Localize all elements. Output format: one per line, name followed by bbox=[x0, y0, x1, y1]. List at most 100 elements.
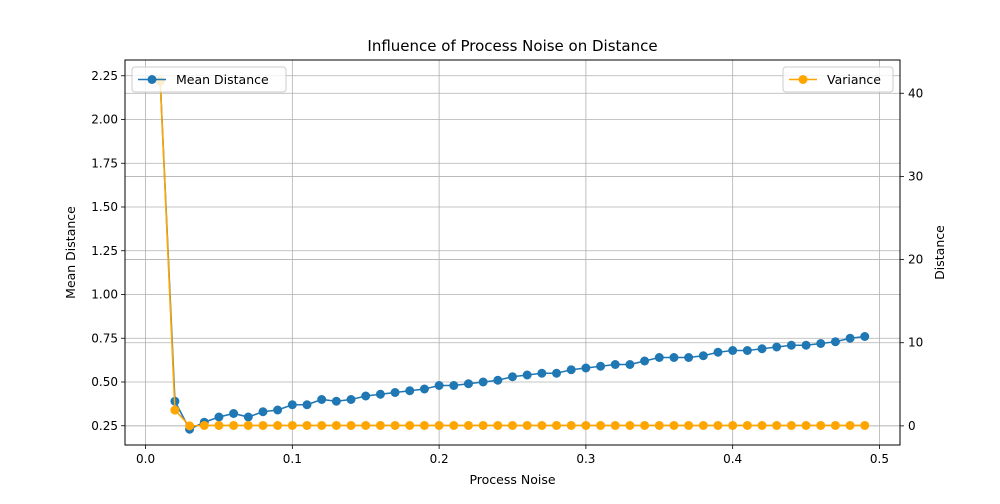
variance-point bbox=[860, 420, 870, 430]
variance-point bbox=[610, 420, 620, 430]
mean-distance-point bbox=[317, 395, 327, 404]
variance-point bbox=[537, 420, 547, 430]
variance-point bbox=[185, 421, 195, 431]
variance-point bbox=[199, 420, 209, 430]
x-tick-label: 0.5 bbox=[870, 452, 889, 466]
variance-point bbox=[405, 420, 415, 430]
variance-point bbox=[463, 420, 473, 430]
variance-point bbox=[287, 420, 297, 430]
variance-point bbox=[243, 420, 253, 430]
mean-distance-point bbox=[566, 365, 576, 375]
variance-point bbox=[698, 420, 708, 430]
legend-marker-variance bbox=[798, 75, 808, 84]
mean-distance-point bbox=[302, 400, 312, 410]
mean-distance-point bbox=[786, 340, 796, 350]
variance-point bbox=[522, 420, 532, 430]
mean-distance-point bbox=[405, 386, 415, 396]
variance-point bbox=[229, 420, 239, 430]
variance-point bbox=[801, 420, 811, 430]
variance-point bbox=[317, 420, 327, 430]
variance-point bbox=[478, 420, 488, 430]
mean-distance-point bbox=[537, 368, 547, 378]
variance-point bbox=[566, 420, 576, 430]
chart-title: Influence of Process Noise on Distance bbox=[367, 37, 657, 55]
variance-point bbox=[273, 420, 283, 430]
mean-distance-point bbox=[449, 381, 459, 390]
y-left-tick-label: 2.25 bbox=[91, 69, 118, 83]
legend-marker-mean-distance bbox=[147, 75, 157, 84]
mean-distance-point bbox=[610, 360, 620, 369]
mean-distance-point bbox=[463, 379, 473, 389]
variance-point bbox=[845, 420, 855, 430]
mean-distance-point bbox=[273, 405, 283, 415]
mean-distance-point bbox=[375, 389, 385, 399]
mean-distance-point bbox=[713, 347, 723, 357]
variance-point bbox=[170, 405, 180, 415]
y-left-tick-label: 1.00 bbox=[91, 288, 118, 302]
y-left-tick-label: 1.50 bbox=[91, 200, 118, 214]
series-layer bbox=[155, 76, 870, 434]
variance-point bbox=[640, 420, 650, 430]
y-right-tick-label: 40 bbox=[908, 86, 923, 100]
mean-distance-point bbox=[346, 395, 356, 404]
mean-distance-point bbox=[419, 384, 429, 394]
legend-label-variance: Variance bbox=[827, 72, 881, 87]
mean-distance-point bbox=[669, 353, 679, 362]
variance-point bbox=[816, 420, 826, 430]
variance-point bbox=[669, 420, 679, 430]
y-right-tick-label: 30 bbox=[908, 169, 923, 183]
mean-distance-point bbox=[801, 340, 811, 350]
x-tick-label: 0.3 bbox=[576, 452, 595, 466]
mean-distance-point bbox=[640, 356, 650, 366]
grid-lines bbox=[125, 60, 900, 445]
mean-distance-point bbox=[698, 351, 708, 361]
variance-point bbox=[830, 420, 840, 430]
mean-distance-point bbox=[229, 409, 239, 418]
x-axis-label: Process Noise bbox=[469, 472, 555, 487]
mean-distance-point bbox=[434, 381, 444, 390]
mean-distance-point bbox=[757, 344, 767, 354]
legend-label-mean-distance: Mean Distance bbox=[176, 72, 269, 87]
variance-point bbox=[493, 420, 503, 430]
mean-distance-point bbox=[522, 370, 532, 380]
variance-point bbox=[361, 420, 371, 430]
variance-point bbox=[375, 420, 385, 430]
y-axis-right-label: Distance bbox=[932, 225, 947, 280]
variance-point bbox=[508, 420, 517, 430]
mean-distance-point bbox=[684, 353, 694, 362]
variance-point bbox=[331, 420, 341, 430]
mean-distance-point bbox=[581, 363, 591, 373]
variance-point bbox=[581, 420, 591, 430]
y-left-tick-label: 0.25 bbox=[91, 419, 118, 433]
mean-distance-point bbox=[728, 346, 738, 355]
y-right-tick-label: 20 bbox=[908, 253, 923, 267]
y-left-tick-label: 0.50 bbox=[91, 375, 118, 389]
legend-box bbox=[131, 66, 287, 93]
y-axis-left-label: Mean Distance bbox=[63, 206, 78, 299]
mean-distance-point bbox=[287, 400, 297, 410]
mean-distance-point bbox=[478, 377, 488, 387]
y-right-tick-label: 10 bbox=[908, 336, 923, 350]
legend-mean-distance: Mean Distance bbox=[131, 66, 287, 93]
variance-point bbox=[684, 420, 694, 430]
x-tick-label: 0.0 bbox=[136, 452, 155, 466]
variance-point bbox=[302, 420, 312, 430]
x-tick-label: 0.1 bbox=[283, 452, 302, 466]
variance-point bbox=[346, 420, 356, 430]
variance-point bbox=[390, 420, 400, 430]
mean-distance-point bbox=[860, 332, 870, 341]
mean-distance-point bbox=[552, 368, 562, 378]
mean-distance-point bbox=[331, 396, 341, 406]
variance-point bbox=[713, 420, 723, 430]
variance-point bbox=[552, 420, 562, 430]
mean-distance-point bbox=[361, 391, 371, 401]
variance-point bbox=[449, 420, 459, 430]
variance-point bbox=[625, 420, 635, 430]
variance-point bbox=[742, 420, 752, 430]
mean-distance-point bbox=[214, 412, 224, 422]
legend-variance: Variance bbox=[782, 66, 894, 93]
x-tick-label: 0.2 bbox=[430, 452, 449, 466]
y-left-tick-label: 1.25 bbox=[91, 244, 118, 258]
